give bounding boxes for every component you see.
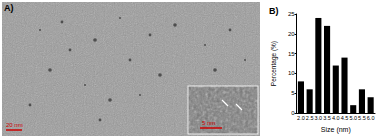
svg-text:0: 0 — [291, 110, 295, 116]
svg-text:20 nm: 20 nm — [6, 122, 23, 128]
svg-text:20: 20 — [288, 31, 295, 37]
svg-text:4.0: 4.0 — [332, 115, 340, 121]
svg-text:B): B) — [269, 6, 279, 16]
svg-text:5.0: 5.0 — [349, 115, 357, 121]
svg-text:15: 15 — [288, 51, 295, 57]
svg-text:5 nm: 5 nm — [202, 120, 215, 126]
svg-text:25: 25 — [288, 11, 295, 17]
svg-text:5.5: 5.5 — [358, 115, 366, 121]
svg-text:2.0: 2.0 — [297, 115, 305, 121]
svg-text:4.5: 4.5 — [341, 115, 349, 121]
svg-text:3.0: 3.0 — [315, 115, 323, 121]
svg-text:5: 5 — [291, 90, 295, 96]
svg-text:3.5: 3.5 — [323, 115, 331, 121]
svg-text:A): A) — [4, 3, 14, 13]
svg-text:Size (nm): Size (nm) — [321, 126, 351, 134]
svg-text:10: 10 — [288, 70, 295, 76]
svg-text:6.0: 6.0 — [367, 115, 375, 121]
svg-text:2.5: 2.5 — [306, 115, 314, 121]
svg-text:Percentage (%): Percentage (%) — [270, 41, 278, 86]
